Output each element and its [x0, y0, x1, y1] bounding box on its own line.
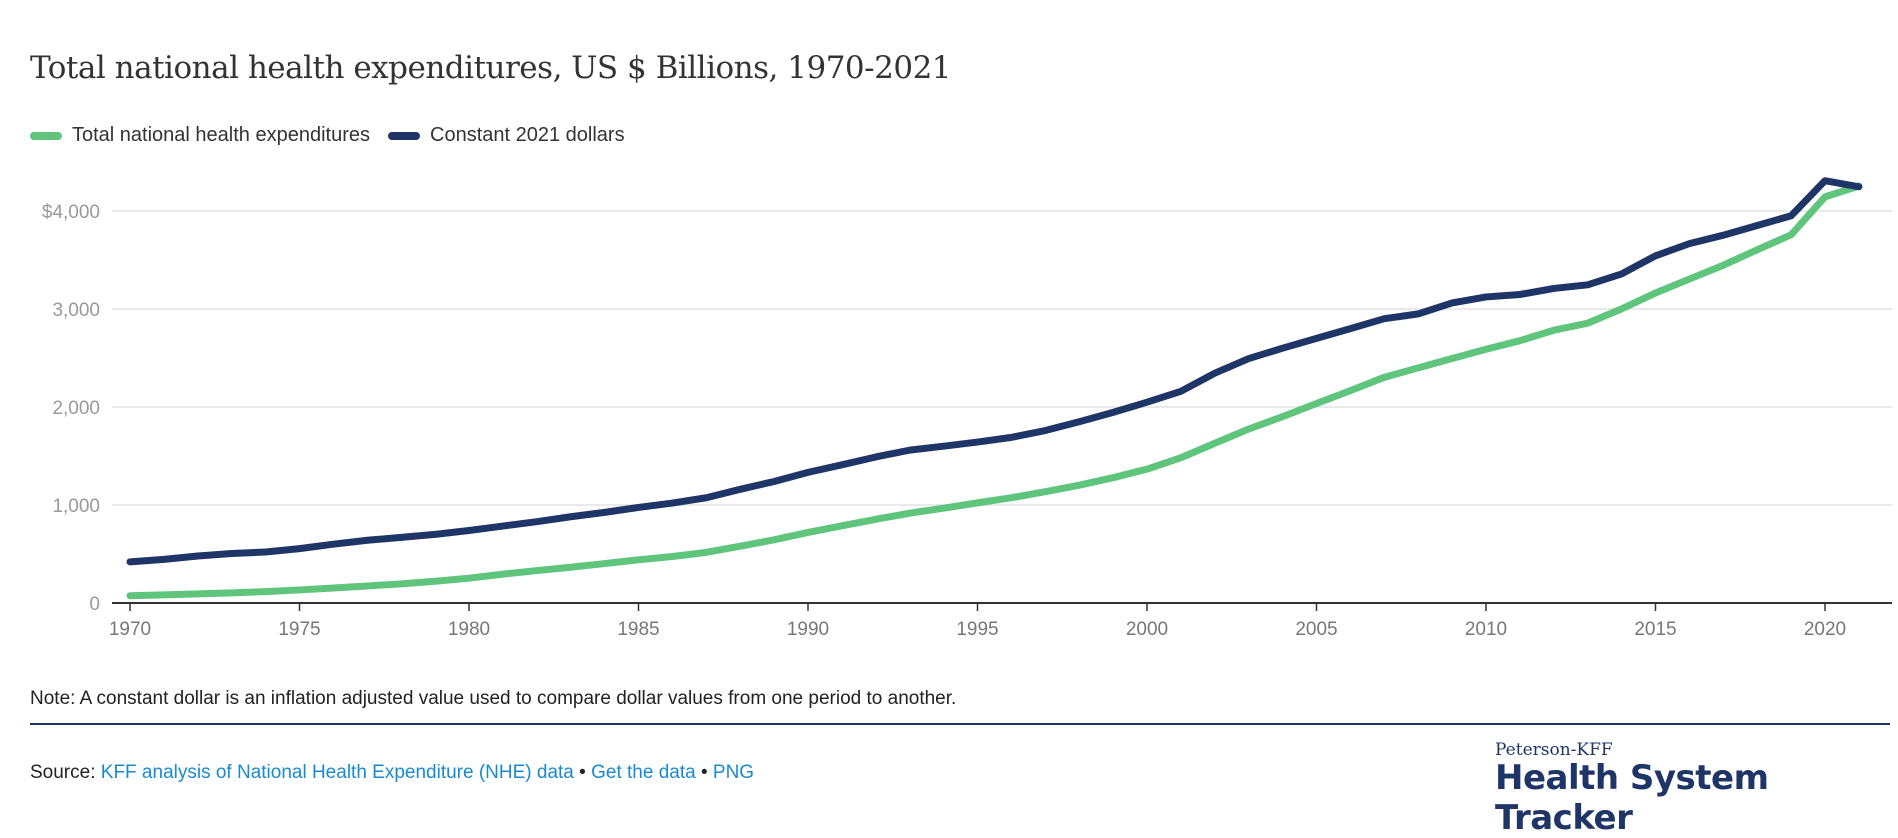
legend-item-total[interactable]: Total national health expenditures [30, 124, 370, 147]
legend-label: Constant 2021 dollars [430, 124, 625, 146]
x-tick-label: 2020 [1804, 619, 1846, 640]
separator: • [579, 762, 586, 783]
x-tick-label: 2010 [1465, 619, 1507, 640]
line-chart: 0 1,000 2,000 3,000 $4,000 1970 1975 1980 1985 19… [42, 177, 1892, 640]
separator: • [700, 762, 708, 783]
legend-swatch-navy [388, 131, 420, 140]
x-tick-label: 1985 [617, 619, 659, 640]
y-tick-label: 2,000 [52, 398, 100, 419]
x-tick-label: 1980 [448, 619, 490, 640]
logo-top-text: Peterson-KFF [1495, 740, 1613, 760]
peterson-kff-logo[interactable]: Peterson-KFF Health System Tracker [1495, 740, 1898, 838]
x-tick-label: 1990 [787, 619, 829, 640]
source-line: Source: KFF analysis of National Health … [30, 762, 754, 784]
y-tick-label: $4,000 [42, 202, 100, 223]
legend: Total national health expenditures Const… [30, 124, 625, 147]
png-link[interactable]: PNG [712, 762, 755, 783]
x-tick-label: 1975 [278, 619, 320, 640]
nhe-data-link[interactable]: KFF analysis of National Health Expendit… [100, 762, 574, 783]
y-tick-label: 0 [89, 594, 100, 615]
divider [30, 723, 1890, 725]
legend-swatch-green [30, 131, 62, 140]
source-label: Source: [30, 762, 96, 783]
logo-bottom-text: Health System Tracker [1495, 758, 1769, 838]
series-line-constant-dollars [126, 177, 1863, 566]
get-data-link[interactable]: Get the data [591, 762, 696, 783]
x-tick-label: 2015 [1634, 619, 1676, 640]
y-tick-label: 1,000 [52, 496, 100, 517]
chart-note: Note: A constant dollar is an inflation … [30, 688, 957, 709]
chart-title: Total national health expenditures, US $… [30, 50, 952, 86]
x-tick-label: 2000 [1126, 619, 1168, 640]
x-tick-label: 2005 [1295, 619, 1337, 640]
x-tick-label: 1970 [109, 619, 151, 640]
y-tick-label: 3,000 [52, 300, 100, 321]
legend-item-constant[interactable]: Constant 2021 dollars [388, 124, 625, 147]
x-tick-label: 1995 [956, 619, 998, 640]
series-line-total [126, 182, 1863, 600]
legend-label: Total national health expenditures [72, 124, 370, 146]
